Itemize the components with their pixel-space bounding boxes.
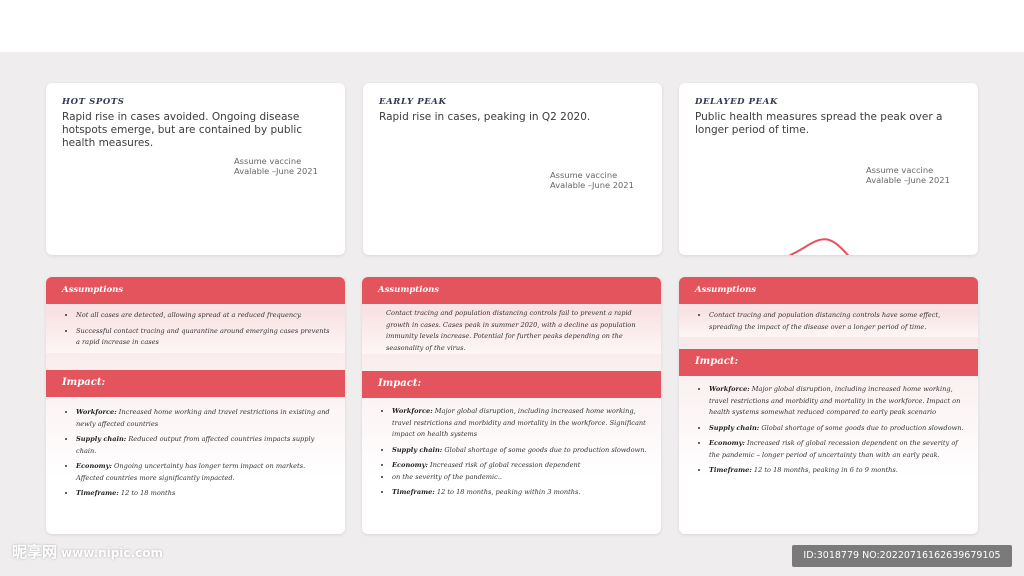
scenario-description: Public health measures spread the peak o… [695, 111, 943, 136]
scenario-description: Rapid rise in cases avoided. Ongoing dis… [62, 111, 303, 149]
impact-list: Workforce: Increased home working and tr… [46, 407, 345, 504]
impact-item: Timeframe: 12 to 18 months, peaking in 6… [709, 465, 966, 477]
impact-list: Workforce: Major global disruption, incl… [679, 384, 978, 481]
scenario-card-delayed-peak: DELAYED PEAK Public health measures spre… [679, 83, 978, 255]
impact-item: Timeframe: 12 to 18 months [76, 488, 333, 500]
scenario-card-hot-spots: HOT SPOTS Rapid rise in cases avoided. O… [46, 83, 345, 255]
impact-item: Workforce: Increased home working and tr… [76, 407, 333, 430]
top-bar [0, 0, 1024, 52]
vaccine-note: Assume vaccine Avalable –June 2021 [866, 165, 950, 185]
vaccine-note: Assume vaccine Avalable –June 2021 [234, 156, 318, 176]
assumption-item: Contact tracing and population distancin… [709, 310, 966, 333]
impact-item: Supply chain: Reduced output from affect… [76, 434, 333, 457]
impact-item: Supply chain: Global shortage of some go… [709, 423, 966, 435]
impact-header: Impact: [679, 349, 978, 376]
impact-list: Workforce: Major global disruption, incl… [362, 406, 661, 503]
series-line [788, 238, 850, 255]
assumptions-list: Contact tracing and population distancin… [679, 310, 978, 337]
assumptions-label: Assumptions [62, 285, 124, 295]
impact-item: Supply chain: Global shortage of some go… [392, 445, 649, 457]
assumptions-label: Assumptions [695, 285, 757, 295]
impact-item: Economy: Increased risk of global recess… [709, 438, 966, 461]
scenario-title: HOT SPOTS [62, 97, 125, 107]
impact-item: Workforce: Major global disruption, incl… [392, 406, 649, 441]
vaccine-note: Assume vaccine Avalable –June 2021 [550, 170, 634, 190]
impact-label: Impact: [695, 356, 739, 367]
image-id-badge: ID:3018779 NO:20220716162639679105 [792, 545, 1012, 567]
trend-chart [788, 238, 850, 255]
assumptions-impact-card-early-peak: Assumptions Contact tracing and populati… [362, 277, 661, 534]
assumptions-list: Not all cases are detected, allowing spr… [46, 310, 345, 353]
impact-item: on the severity of the pandemic.. [392, 472, 649, 484]
assumption-item: Successful contact tracing and quarantin… [76, 326, 333, 349]
assumptions-header: Assumptions [46, 277, 345, 304]
scenario-card-early-peak: EARLY PEAK Rapid rise in cases, peaking … [363, 83, 662, 255]
assumptions-impact-card-hot-spots: Assumptions Not all cases are detected, … [46, 277, 345, 534]
impact-item: Economy: Ongoing uncertainty has longer … [76, 461, 333, 484]
trend-chart [363, 83, 662, 255]
scenario-description: Rapid rise in cases, peaking in Q2 2020. [379, 111, 591, 123]
trend-chart [46, 83, 345, 255]
assumptions-header: Assumptions [362, 277, 661, 304]
assumption-item: Not all cases are detected, allowing spr… [76, 310, 333, 322]
assumptions-paragraph: Contact tracing and population distancin… [362, 308, 661, 354]
scenario-title: EARLY PEAK [379, 97, 447, 107]
impact-item: Economy: Increased risk of global recess… [392, 460, 649, 472]
impact-label: Impact: [62, 377, 106, 388]
impact-item: Timeframe: 12 to 18 months, peaking with… [392, 487, 649, 499]
impact-item: Workforce: Major global disruption, incl… [709, 384, 966, 419]
assumptions-header: Assumptions [679, 277, 978, 304]
impact-header: Impact: [46, 370, 345, 397]
impact-label: Impact: [378, 378, 422, 389]
assumptions-label: Assumptions [378, 285, 440, 295]
watermark: 昵享网 www.nipic.com [12, 543, 163, 561]
scenario-title: DELAYED PEAK [695, 97, 778, 107]
assumptions-impact-card-delayed-peak: Assumptions Contact tracing and populati… [679, 277, 978, 534]
impact-header: Impact: [362, 371, 661, 398]
